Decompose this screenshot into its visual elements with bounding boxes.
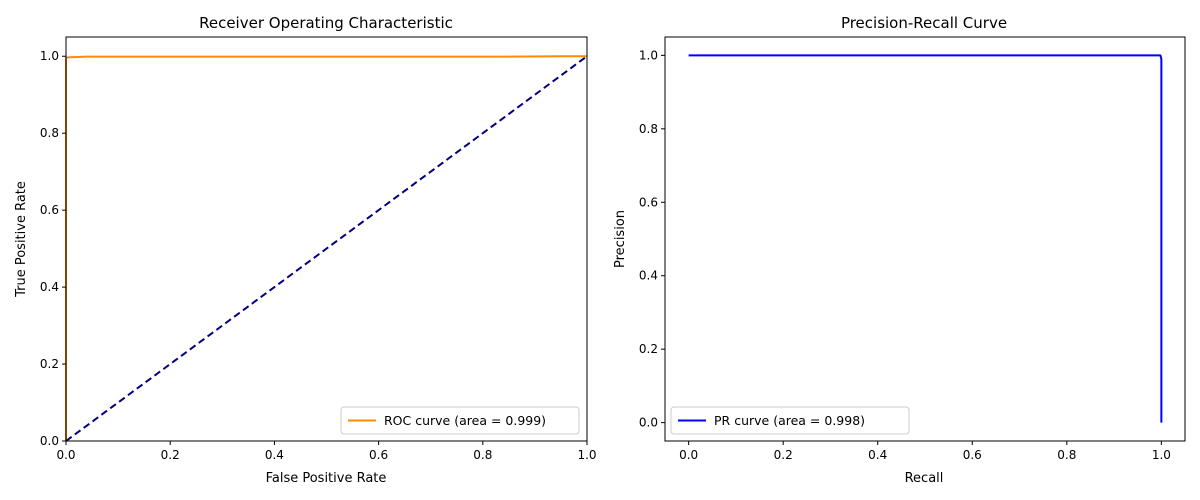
pr-x-tick-label: 0.6 xyxy=(963,448,982,462)
pr-y-axis-label: Precision xyxy=(613,210,628,268)
pr-series-line-0 xyxy=(688,54,1163,423)
pr-y-tick-label: 0.2 xyxy=(639,342,658,356)
pr-y-tick-label: 0.0 xyxy=(639,416,658,430)
pr-x-tick-label: 0.4 xyxy=(868,448,887,462)
roc-y-axis-label: True Positive Rate xyxy=(14,181,29,298)
roc-y-tick-label: 1.0 xyxy=(40,49,59,63)
pr-y-tick-label: 1.0 xyxy=(639,48,658,62)
pr-x-tick-label: 0.0 xyxy=(679,448,698,462)
roc-x-tick-label: 0.8 xyxy=(473,448,492,462)
roc-x-tick-label: 0.6 xyxy=(369,448,388,462)
roc-legend-label: ROC curve (area = 0.999) xyxy=(384,413,546,428)
roc-y-tick-label: 0.2 xyxy=(40,357,59,371)
pr-chart: Precision-Recall Curve Recall Precision … xyxy=(613,14,1186,486)
roc-chart: Receiver Operating Characteristic False … xyxy=(14,14,597,486)
roc-y-tick-label: 0.8 xyxy=(40,126,59,140)
pr-x-tick-label: 1.0 xyxy=(1152,448,1171,462)
roc-x-tick-label: 0.0 xyxy=(56,448,75,462)
pr-plot-frame xyxy=(664,36,1186,442)
roc-plot-frame xyxy=(65,36,588,442)
roc-series-line-0 xyxy=(65,55,587,441)
roc-y-tick-label: 0.4 xyxy=(40,280,59,294)
pr-y-tick-label: 0.8 xyxy=(639,122,658,136)
roc-x-axis-label: False Positive Rate xyxy=(266,471,387,486)
roc-legend-box xyxy=(340,406,580,435)
pr-x-tick-label: 0.8 xyxy=(1057,448,1076,462)
pr-y-tick-label: 0.6 xyxy=(639,195,658,209)
roc-y-tick-label: 0.0 xyxy=(40,434,59,448)
pr-legend-label: PR curve (area = 0.998) xyxy=(714,413,865,428)
pr-chart-title: Precision-Recall Curve xyxy=(841,14,1007,32)
roc-x-tick-label: 0.2 xyxy=(161,448,180,462)
roc-y-tick-label: 0.6 xyxy=(40,203,59,217)
roc-x-tick-label: 1.0 xyxy=(577,448,596,462)
roc-chance-diagonal-line xyxy=(65,55,588,442)
pr-legend-box xyxy=(670,406,910,435)
roc-chart-title: Receiver Operating Characteristic xyxy=(199,14,453,32)
pr-y-tick-label: 0.4 xyxy=(639,269,658,283)
pr-x-axis-label: Recall xyxy=(905,471,944,486)
roc-x-tick-label: 0.4 xyxy=(265,448,284,462)
pr-x-tick-label: 0.2 xyxy=(774,448,793,462)
